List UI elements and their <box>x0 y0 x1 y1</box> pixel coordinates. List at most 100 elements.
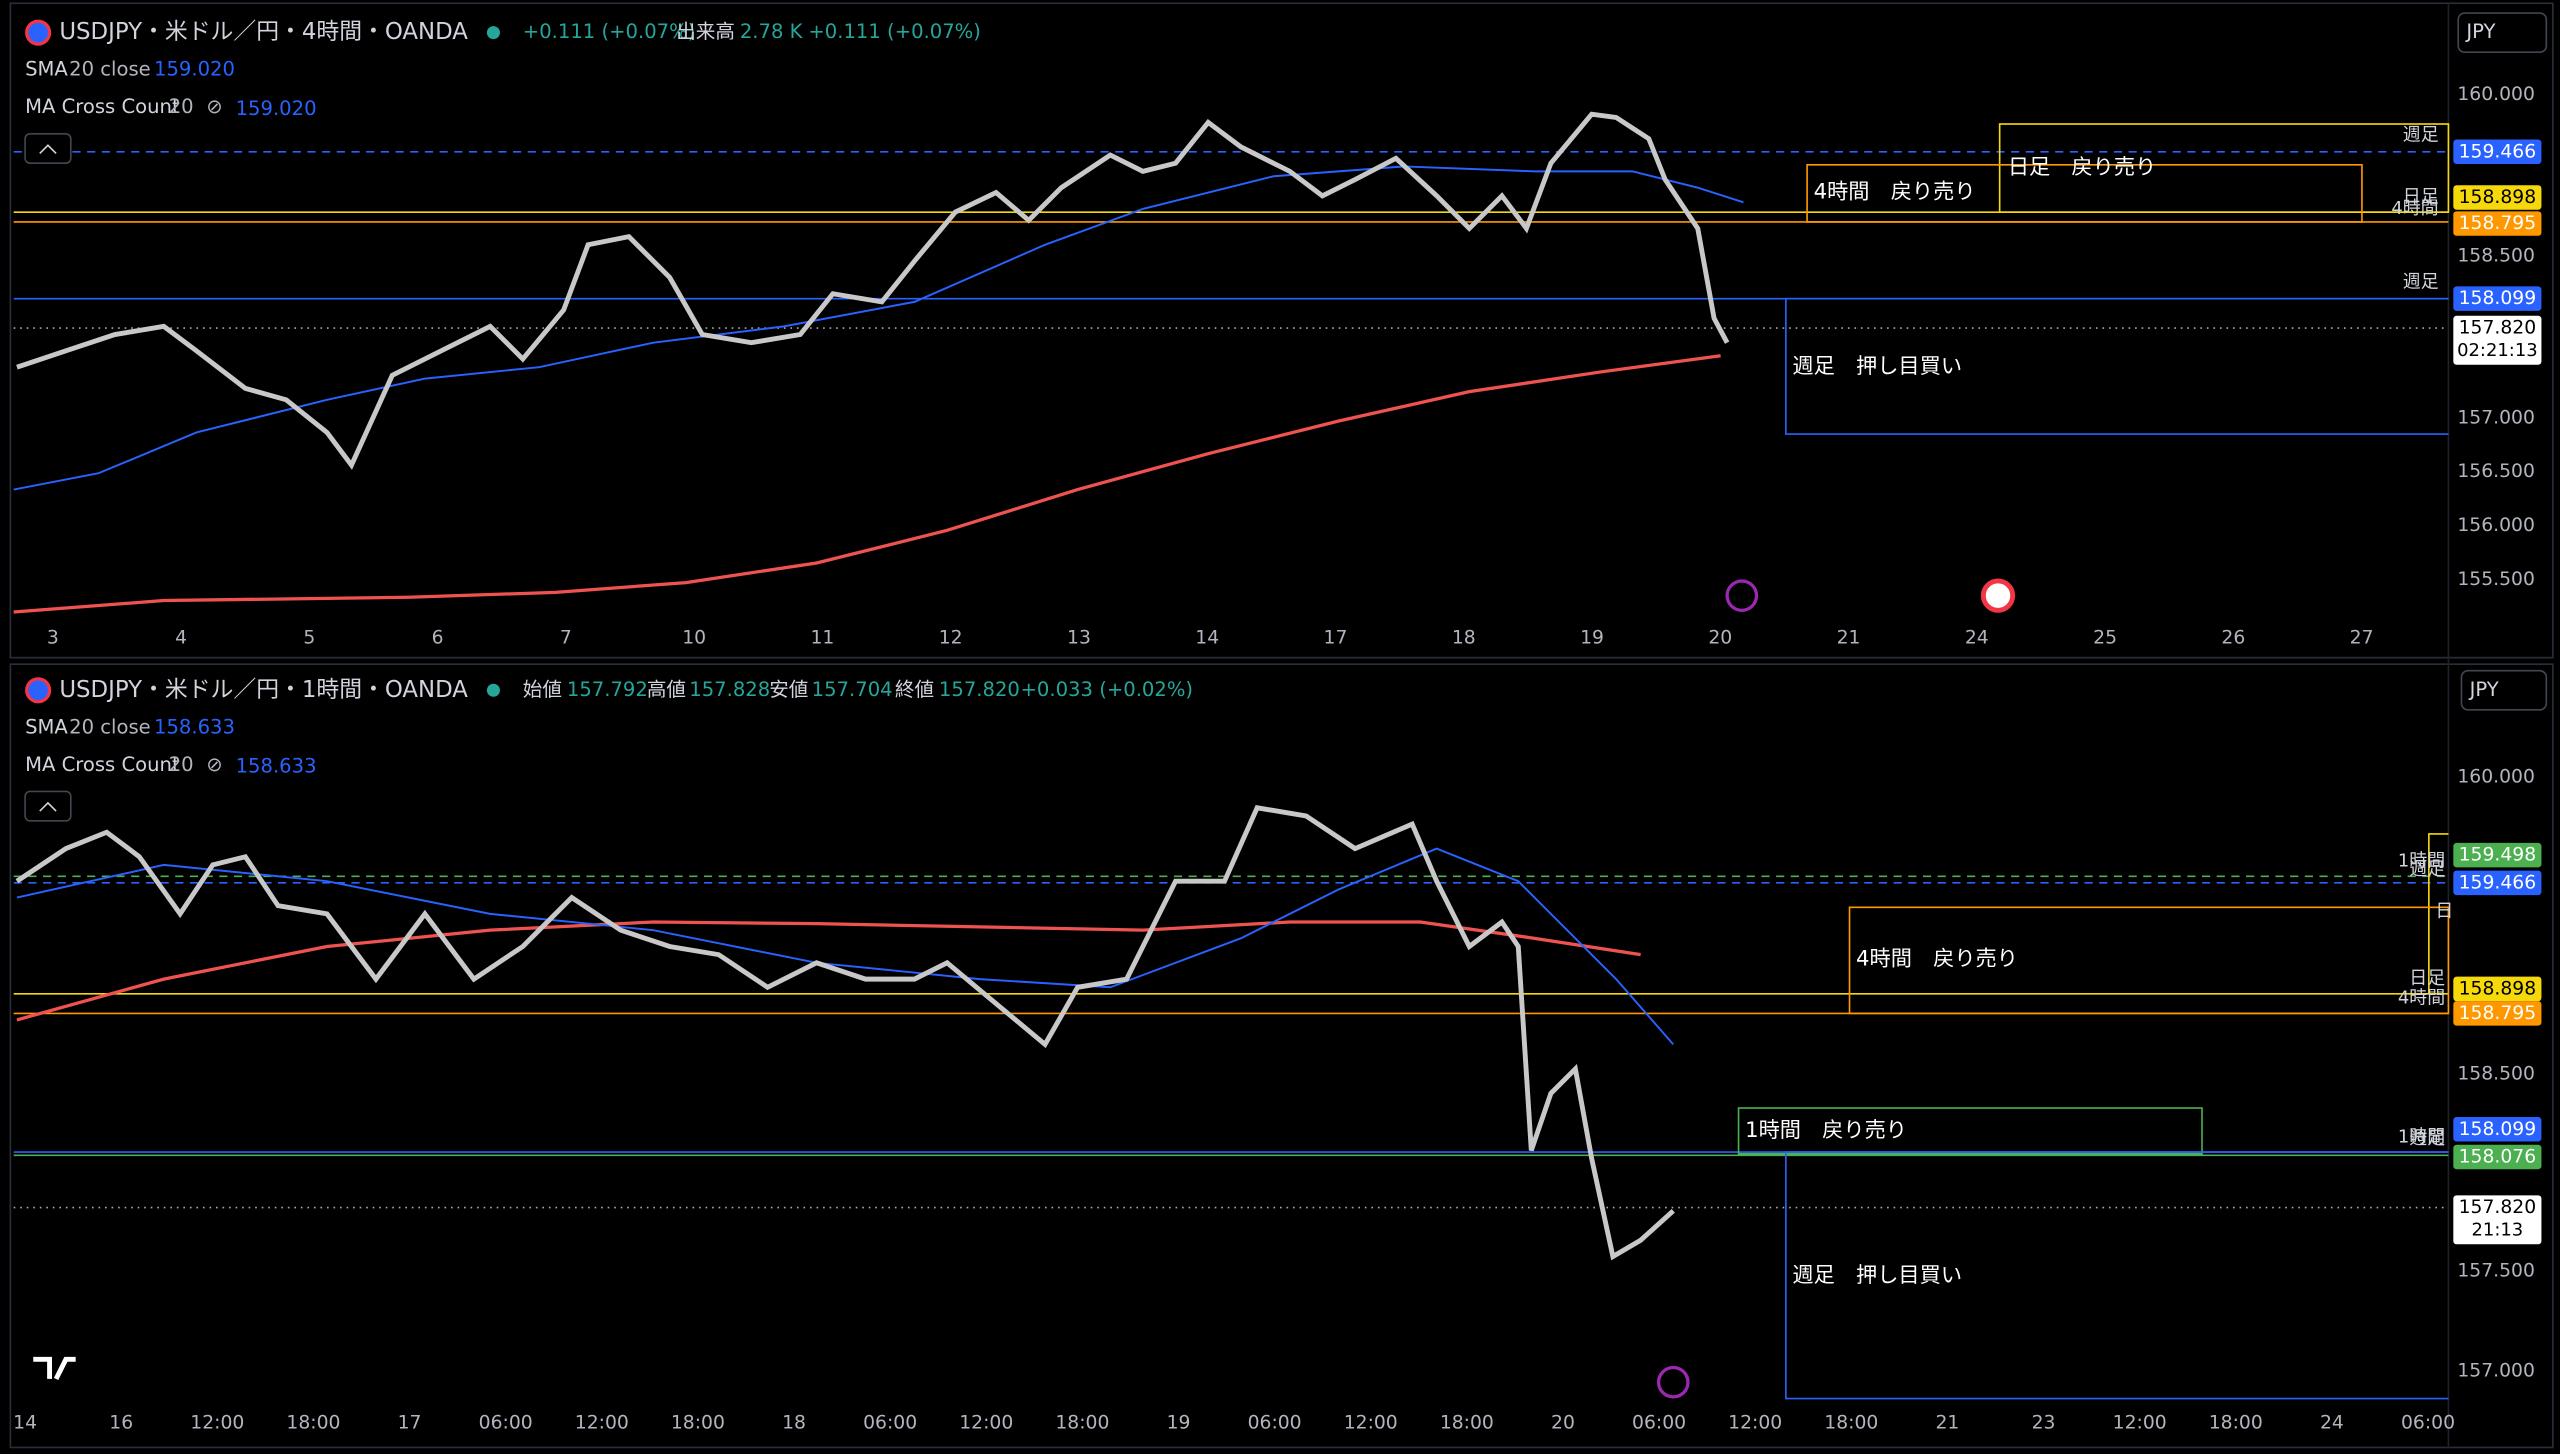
price-tag <box>2453 185 2542 210</box>
price-line <box>15 805 1675 1261</box>
sma-line <box>13 354 1721 614</box>
change: +0.033 (+0.02%) <box>1021 678 1194 701</box>
price-axis-label: 155.500 <box>2457 569 2535 590</box>
price-tag <box>2453 1195 2542 1245</box>
time-axis-label: 26 <box>2221 628 2245 649</box>
symbol-title[interactable]: USDJPY・米ドル／円・1時間・OANDA <box>59 677 468 703</box>
indicator-name[interactable]: SMA <box>25 715 68 738</box>
bottom-panel <box>9 663 2554 1449</box>
status-dot <box>486 683 500 697</box>
countdown: 02:21:13 <box>2457 340 2538 361</box>
time-axis-label: 14 <box>1195 628 1219 649</box>
level-label: 1時間 <box>2398 851 2445 872</box>
hidden-icon[interactable]: ⊘ <box>206 753 222 776</box>
sma-line <box>16 920 1641 1022</box>
indicator-value: 158.633 <box>154 715 235 738</box>
time-axis-label: 4 <box>175 628 187 649</box>
zone <box>1998 123 2450 213</box>
indicator-params: 20 close <box>69 58 151 81</box>
zone-label: 日足 戻り売り <box>2008 155 2156 180</box>
countdown: 21:13 <box>2472 1219 2524 1240</box>
currency: JPY <box>2464 20 2495 43</box>
time-axis-label: 10 <box>682 628 706 649</box>
logo <box>33 1356 76 1381</box>
price-tag-label: 158.898 <box>2459 187 2537 208</box>
time-axis-label: 5 <box>303 628 315 649</box>
price-tag <box>2453 976 2542 1002</box>
currency-button[interactable] <box>2457 12 2548 54</box>
time-axis-label: 17 <box>398 1412 422 1433</box>
time-axis-label: 20 <box>1551 1412 1575 1433</box>
price-tag-label: 157.820 <box>2459 1197 2537 1218</box>
time-axis-label: 25 <box>2093 628 2117 649</box>
axes: 160.000 158.500 157.000 156.500 156.000 155.5… <box>13 84 2542 1433</box>
zone-label: 4時間 戻り売り <box>1814 180 1976 205</box>
price-tag-label: 158.099 <box>2459 1119 2537 1140</box>
indicator-name[interactable]: MA Cross Count <box>25 95 180 118</box>
price-axis-label: 156.000 <box>2457 515 2535 536</box>
time-axis-label: 19 <box>1580 628 1604 649</box>
level-label: 日足 <box>2403 186 2439 207</box>
ohlc-value: 157.820 <box>939 678 1020 701</box>
event-icon[interactable] <box>1725 579 1759 612</box>
indicator-name[interactable]: SMA <box>25 58 68 81</box>
price-axis-label: 160.000 <box>2457 84 2535 105</box>
time-axis-label: 18:00 <box>1055 1412 1109 1433</box>
time-axis-label: 3 <box>47 628 59 649</box>
price-tag <box>2453 1144 2542 1170</box>
symbol-title[interactable]: USDJPY・米ドル／円・4時間・OANDA <box>59 19 468 45</box>
time-axis-label: 17 <box>1324 628 1348 649</box>
collapse-button[interactable] <box>24 132 72 165</box>
time-axis-label: 18:00 <box>2209 1412 2263 1433</box>
price-tag-label: 158.795 <box>2459 1003 2537 1024</box>
time-axis-label: 12:00 <box>1344 1412 1398 1433</box>
ohlc-label: 高値 <box>647 678 686 701</box>
price-tag <box>2453 286 2542 311</box>
event-icon[interactable] <box>1980 578 2016 613</box>
time-axis-label: 16 <box>109 1412 133 1433</box>
price-line <box>16 111 1730 470</box>
time-axis-label: 21 <box>1837 628 1861 649</box>
zone-label: 週足 押し目買い <box>1792 1263 1962 1288</box>
price-tag <box>2453 211 2542 236</box>
price-tag <box>2453 139 2542 165</box>
price-tag <box>2453 870 2542 896</box>
price-tag <box>2453 315 2542 365</box>
time-axis-label: 12 <box>939 628 963 649</box>
time-axis-label: 12:00 <box>2113 1412 2167 1433</box>
indicator-value: 158.633 <box>236 754 317 777</box>
zone <box>2428 833 2449 994</box>
price-axis-label: 156.500 <box>2457 461 2535 482</box>
top-panel <box>9 2 2554 659</box>
hidden-icon[interactable]: ⊘ <box>206 95 222 118</box>
collapse-button[interactable] <box>24 790 72 822</box>
level-label: 4時間 <box>2398 988 2445 1009</box>
ohlc-value: 157.828 <box>689 678 770 701</box>
time-axis-label: 18:00 <box>671 1412 725 1433</box>
price-tag <box>2453 1001 2542 1026</box>
event-icon[interactable] <box>1656 1365 1690 1399</box>
time-axis-label: 7 <box>560 628 572 649</box>
time-axis-label: 06:00 <box>863 1412 917 1433</box>
level-label: 4時間 <box>2391 198 2438 219</box>
time-axis-label: 12:00 <box>1728 1412 1782 1433</box>
time-axis-label: 24 <box>1965 628 1989 649</box>
time-axis-label: 12:00 <box>190 1412 244 1433</box>
ohlc-value: 157.704 <box>812 678 893 701</box>
ohlc-label: 終値 <box>895 678 934 701</box>
sma-line <box>13 165 1744 491</box>
price-tag-label: 158.795 <box>2459 213 2537 234</box>
price-tag-label: 157.820 <box>2459 318 2537 339</box>
indicator-name[interactable]: MA Cross Count <box>25 753 180 776</box>
currency-button[interactable] <box>2460 669 2548 711</box>
time-axis-label: 14 <box>13 1412 37 1433</box>
symbol-icon <box>25 677 52 704</box>
price-axis-label: 157.000 <box>2457 407 2535 428</box>
change: +0.111 (+0.07%) <box>523 20 696 43</box>
volume: 2.78 K <box>740 20 804 43</box>
volume-label: 出来高 <box>676 20 735 43</box>
time-axis-label: 18:00 <box>1824 1412 1878 1433</box>
price-axis-label: 157.000 <box>2457 1360 2535 1381</box>
price-tag-label: 159.498 <box>2459 845 2537 866</box>
level-label: 週足 <box>2409 859 2445 880</box>
